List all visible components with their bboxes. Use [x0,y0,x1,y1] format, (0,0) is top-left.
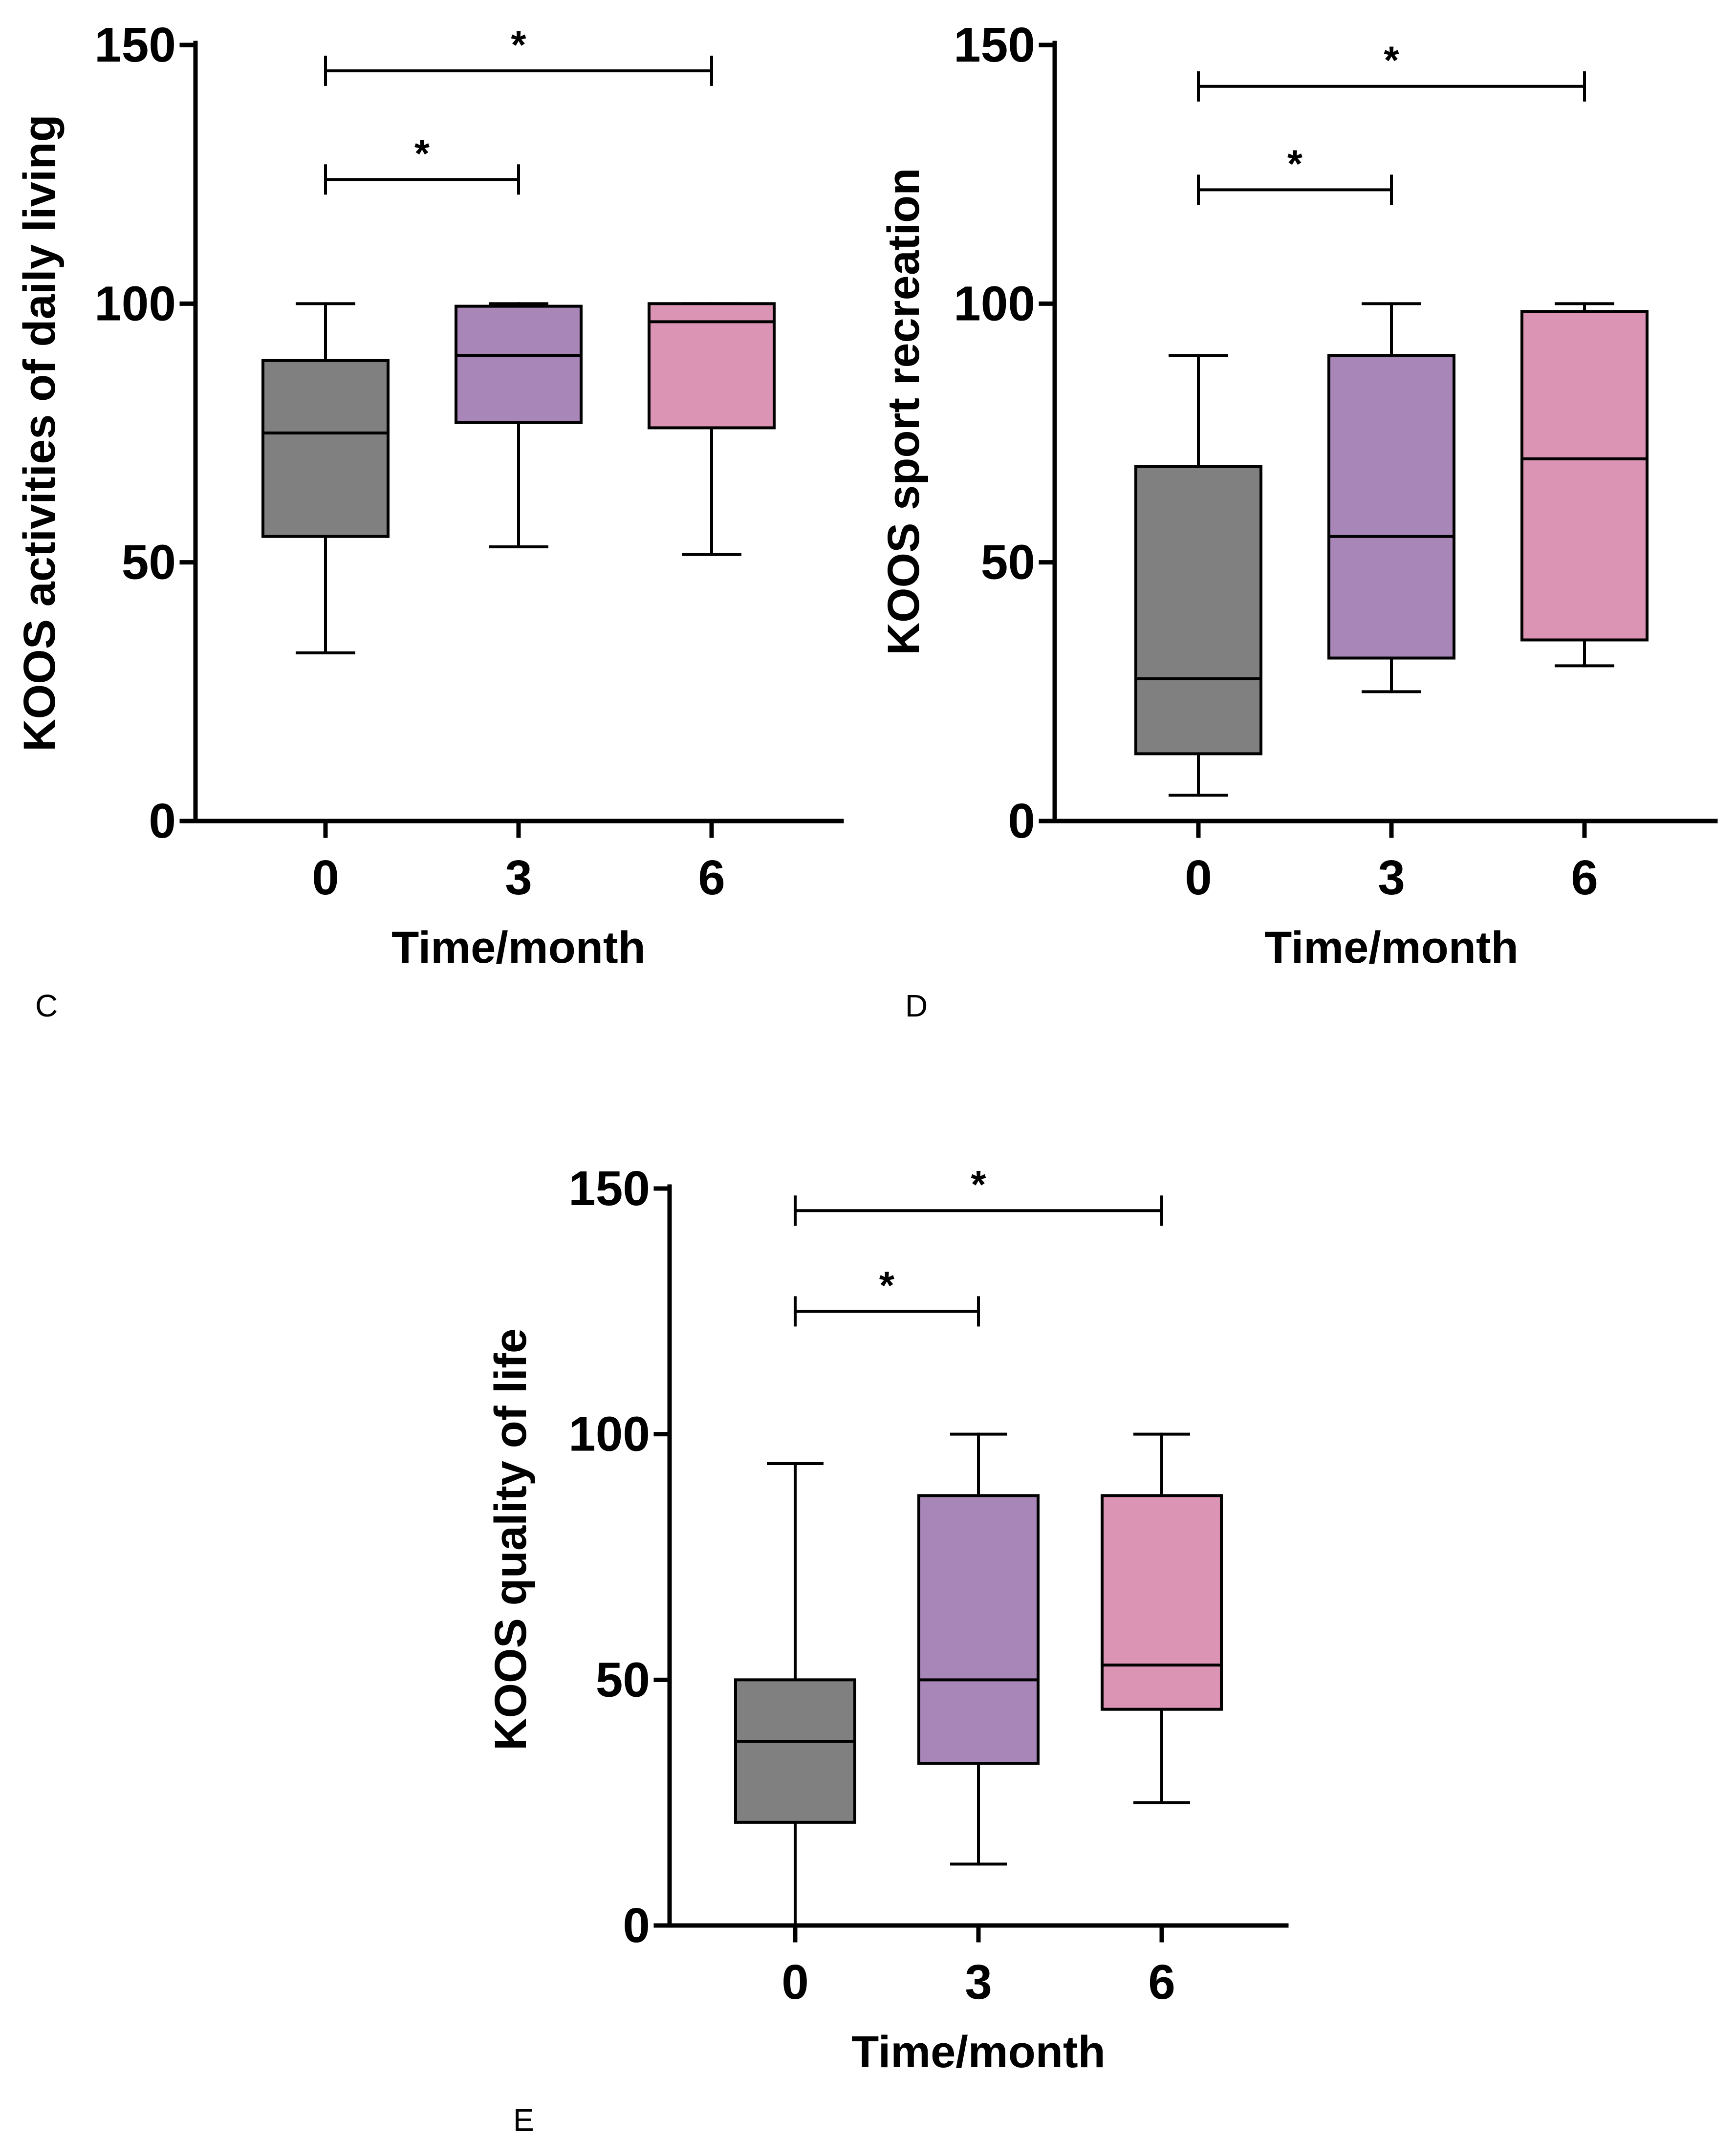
x-tick-label: 6 [1148,1955,1175,2010]
box-month-3 [455,302,583,548]
iqr-box [917,1494,1040,1765]
x-tick-label: 0 [312,850,339,905]
iqr-box [261,359,390,538]
y-tick-label: 100 [568,1407,650,1462]
significance-bracket: * [794,1263,980,1327]
panel-label-d: D [905,988,928,1023]
y-tick-label: 150 [94,18,176,72]
x-axis-title: Time/month [391,923,646,973]
y-tick-label: 0 [149,794,176,848]
x-tick-label: 6 [1571,850,1598,905]
y-tick-label: 150 [954,18,1035,72]
box-month-6 [1520,302,1649,668]
x-tick-label: 3 [1378,850,1405,905]
box-month-3 [1327,302,1455,693]
y-axis-title: KOOS quality of life [486,1328,536,1751]
significance-star: * [414,131,430,175]
box-month-0 [261,302,390,654]
panel-e-chart: 0 50 100 150 0 3 6 Time/month KOOS quality of li… [486,1161,1289,2138]
y-tick-label: 100 [954,276,1035,331]
significance-bracket: * [1197,142,1393,205]
iqr-box [648,302,776,430]
x-tick-label: 0 [781,1955,809,2010]
y-tick-label: 0 [623,1898,650,1953]
panel-label-e: E [513,2102,534,2138]
y-tick-label: 50 [122,535,176,590]
x-tick-label: 3 [965,1955,992,2010]
x-tick-label: 3 [505,850,532,905]
iqr-box [1134,465,1262,756]
iqr-box [1101,1494,1223,1711]
panel-label-c: C [35,988,58,1023]
y-axis-title: KOOS sport recreation [879,168,929,655]
y-tick-label: 0 [1008,794,1035,848]
box-month-0 [1134,354,1262,797]
y-axis-title: KOOS activities of daily living [15,114,65,752]
significance-star: * [1384,39,1399,82]
y-tick-label: 150 [568,1161,650,1216]
x-tick-label: 0 [1185,850,1212,905]
significance-bracket: * [324,23,713,86]
iqr-box [1520,310,1649,642]
iqr-box [1327,354,1455,660]
y-tick-label: 50 [981,535,1035,590]
significance-bracket: * [1197,39,1586,102]
box-month-6 [648,302,776,556]
x-tick-label: 6 [698,850,725,905]
significance-star: * [971,1163,986,1206]
y-tick-label: 100 [94,276,176,331]
significance-star: * [1287,142,1303,185]
iqr-box [455,304,583,424]
box-month-3 [917,1432,1040,1866]
box-month-6 [1101,1432,1223,1804]
x-axis-title: Time/month [1264,923,1519,973]
panel-c-chart: 0 50 100 150 0 3 6 Time/month KOOS activities of… [15,18,844,1023]
box-month-0 [734,1462,856,1927]
iqr-box [734,1678,856,1824]
y-tick-label: 50 [596,1652,650,1707]
panel-d-chart: 0 50 100 150 0 3 6 Time/month KOOS sport recreat… [879,18,1718,1023]
significance-bracket: * [794,1163,1163,1226]
significance-star: * [511,23,526,66]
significance-bracket: * [324,131,520,195]
significance-star: * [879,1263,895,1307]
x-axis-title: Time/month [851,2027,1106,2077]
